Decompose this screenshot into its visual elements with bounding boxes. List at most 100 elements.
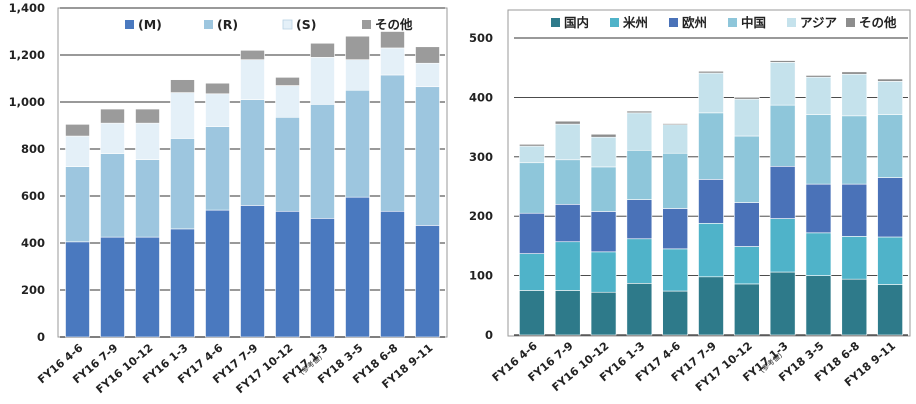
- bar-segment: [698, 70, 724, 74]
- bar-segment: [698, 179, 724, 224]
- legend-swatch: [846, 18, 855, 27]
- bar-segment: [698, 112, 724, 180]
- bar-segment: [170, 228, 195, 338]
- bar-segment: [769, 62, 796, 106]
- bar-segment: [805, 275, 832, 336]
- legend-swatch: [551, 18, 560, 27]
- bar-segment: [877, 78, 903, 82]
- legend-label: 国内: [564, 15, 589, 30]
- bar-segment: [345, 35, 370, 61]
- bar-segment: [626, 149, 653, 200]
- bar-segment: [662, 124, 688, 154]
- legend-label: 欧州: [682, 15, 707, 30]
- bar-segment: [662, 152, 688, 209]
- bar-segment: [805, 183, 832, 234]
- bar-segment: [554, 123, 581, 161]
- bar-segment: [769, 104, 796, 167]
- bar-segment: [519, 212, 545, 254]
- legend-swatch: [728, 18, 737, 27]
- bar-segment: [205, 126, 230, 211]
- bar-segment: [275, 77, 300, 86]
- bar-segment: [590, 251, 617, 293]
- legend-label: その他: [375, 17, 413, 32]
- bar-segment: [554, 290, 581, 336]
- bar-segment: [65, 166, 90, 243]
- bar-segment: [734, 98, 760, 137]
- bar-segment: [734, 246, 760, 285]
- bar-segment: [554, 204, 581, 243]
- bar-segment: [877, 284, 903, 336]
- bar-segment: [519, 162, 545, 214]
- bar-segment: [554, 241, 581, 291]
- bar-segment: [65, 241, 90, 338]
- bar-segment: [100, 122, 125, 155]
- bar-segment: [662, 123, 688, 126]
- legend-swatch: [125, 20, 134, 29]
- bar-segment: [345, 59, 370, 91]
- legend-swatch: [669, 18, 678, 27]
- y-tick-label: 800: [21, 142, 45, 156]
- bar-segment: [100, 153, 125, 238]
- bar-segment: [698, 72, 724, 114]
- bar-segment: [877, 114, 903, 178]
- bar-segment: [805, 75, 832, 78]
- bar-segment: [135, 236, 160, 338]
- y-tick-label: 200: [21, 283, 45, 297]
- bar-segment: [877, 81, 903, 115]
- bar-segment: [415, 225, 440, 338]
- bar-segment: [841, 236, 868, 280]
- bar-segment: [415, 86, 440, 226]
- bar-segment: [380, 74, 405, 212]
- bar-segment: [626, 283, 653, 336]
- y-tick-label: 0: [37, 330, 45, 344]
- bar-segment: [734, 97, 760, 100]
- bar-segment: [662, 290, 688, 336]
- bar-segment: [345, 196, 370, 338]
- bar-segment: [769, 218, 796, 273]
- legend-label: アジア: [800, 15, 837, 30]
- bar-segment: [275, 210, 300, 338]
- bar-segment: [380, 31, 405, 49]
- bar-segment: [698, 276, 724, 336]
- bar-segment: [100, 236, 125, 338]
- bar-segment: [769, 166, 796, 219]
- bar-segment: [310, 42, 335, 58]
- legend-swatch: [204, 20, 213, 29]
- y-tick-label: 1,200: [9, 48, 45, 62]
- bar-segment: [662, 248, 688, 292]
- bar-segment: [554, 159, 581, 205]
- legend-label: 米州: [622, 15, 648, 30]
- bar-segment: [415, 62, 440, 88]
- bar-segment: [626, 238, 653, 284]
- y-tick-label: 1,400: [9, 1, 45, 15]
- bar-segment: [100, 108, 125, 124]
- bar-segment: [240, 205, 265, 338]
- bar-segment: [734, 135, 760, 203]
- bar-segment: [240, 59, 265, 100]
- bar-segment: [310, 218, 335, 338]
- bar-segment: [380, 210, 405, 338]
- bar-segment: [626, 199, 653, 240]
- bar-segment: [275, 85, 300, 118]
- legend-label: (M): [138, 17, 162, 32]
- bar-segment: [345, 89, 370, 198]
- bar-segment: [519, 145, 545, 164]
- bar-segment: [805, 114, 832, 185]
- bar-segment: [135, 159, 160, 238]
- legend-swatch: [787, 18, 796, 27]
- bar-segment: [877, 236, 903, 285]
- bar-segment: [380, 47, 405, 76]
- bar-segment: [170, 79, 195, 93]
- bar-segment: [626, 112, 653, 151]
- bar-segment: [65, 124, 90, 137]
- bar-segment: [135, 122, 160, 160]
- y-tick-label: 1,000: [9, 95, 45, 109]
- legend-label: (R): [217, 17, 238, 32]
- y-tick-label: 500: [469, 31, 493, 45]
- bar-segment: [240, 99, 265, 206]
- bar-segment: [205, 82, 230, 95]
- bar-segment: [205, 93, 230, 127]
- bar-segment: [65, 135, 90, 167]
- bar-segment: [734, 283, 760, 336]
- bar-segment: [519, 144, 545, 147]
